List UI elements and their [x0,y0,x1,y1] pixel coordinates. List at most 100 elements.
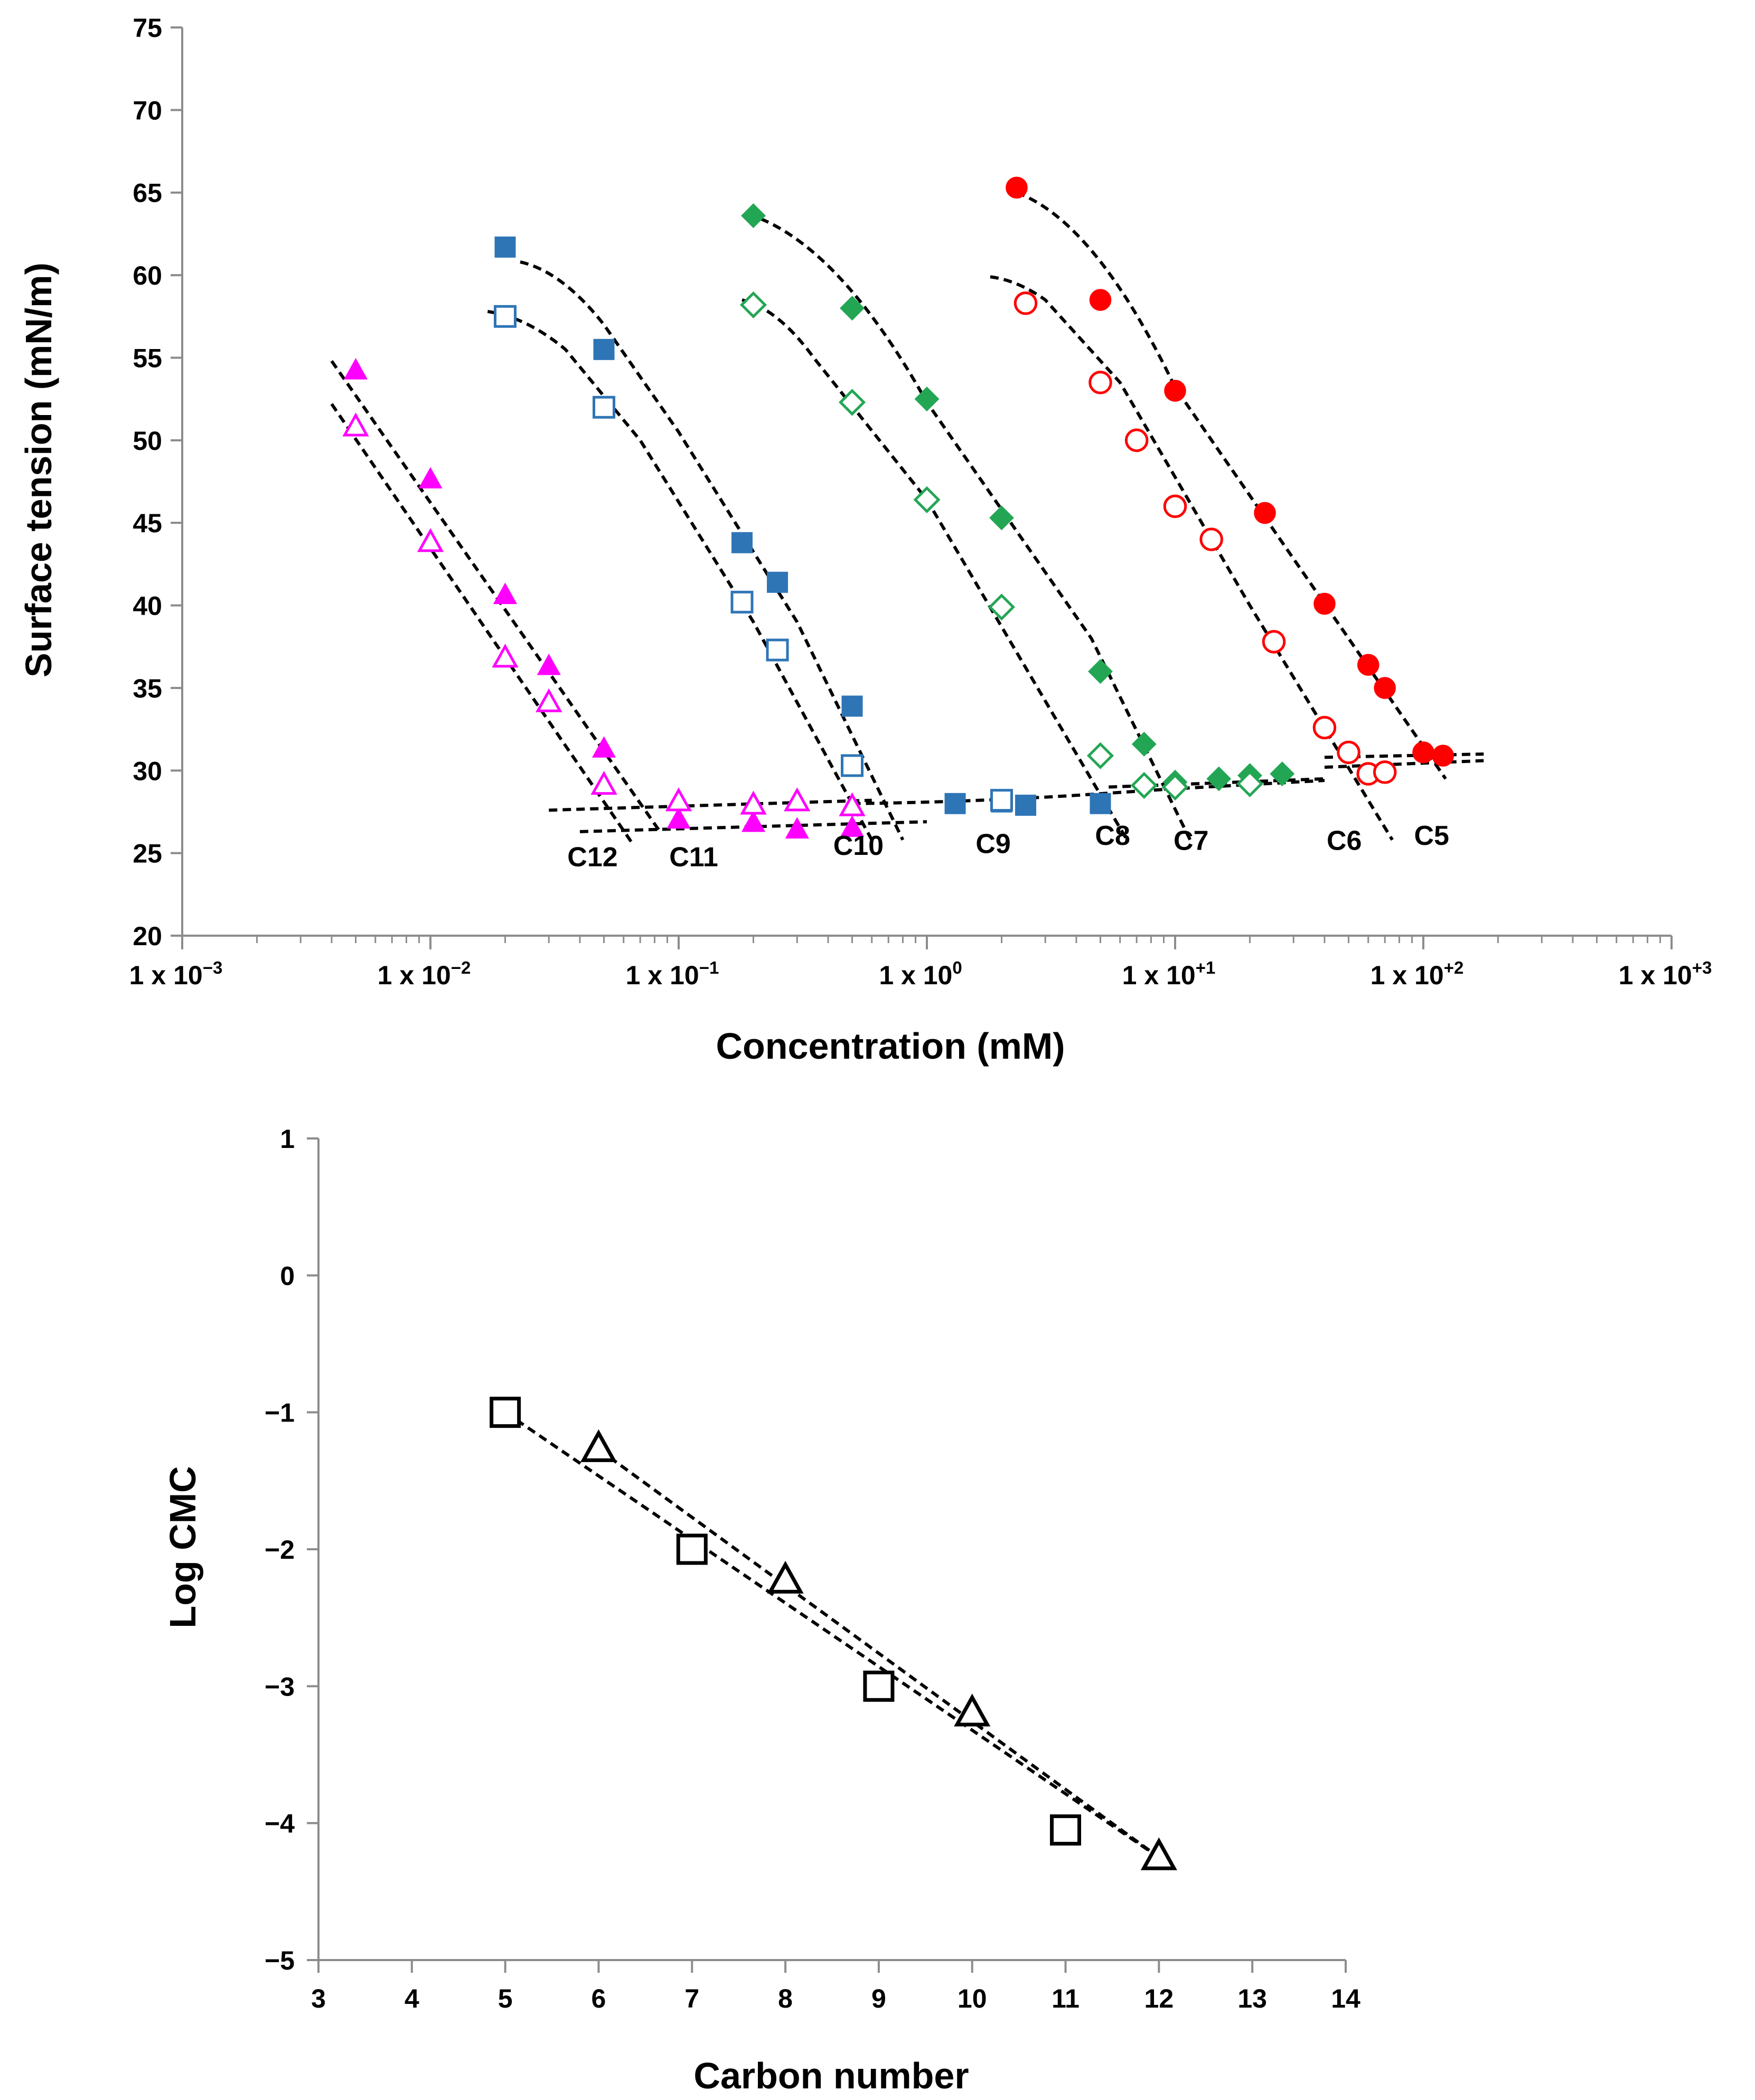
x-tick-label: 6 [592,1984,606,2013]
x-tick-label: 1 x 10+3 [1619,958,1712,990]
data-point [493,582,518,604]
data-point [741,810,766,832]
data-point [740,790,767,815]
bottom-chart-fit-lines [504,1411,1160,1859]
data-point [593,395,616,419]
y-tick-label: 75 [133,13,162,43]
data-point [494,236,516,258]
data-point [914,387,940,412]
data-point [1086,742,1114,769]
data-point [1130,771,1158,799]
data-point [839,792,866,816]
x-axis-title: Concentration (mM) [716,1025,1065,1067]
x-tick-label: 8 [778,1984,793,2013]
data-point [593,338,615,360]
data-point [730,590,754,614]
data-point [418,467,443,489]
y-axis-title: Surface tension (mN/m) [18,262,59,677]
data-point [1164,380,1186,402]
y-tick-label: 0 [280,1261,295,1291]
data-point [1412,741,1434,764]
data-point [1254,502,1276,524]
x-tick-label: 1 x 10+2 [1371,958,1464,990]
x-tick-label: 10 [958,1984,987,2013]
data-point [490,1397,521,1428]
x-tick-label: 9 [871,1984,886,2013]
y-tick-label: 1 [280,1124,295,1154]
data-point [1373,760,1397,784]
fit-line [1016,191,1447,780]
y-tick-label: 35 [133,674,162,703]
bottom-chart-points [490,1397,1177,1870]
x-tick-label: 11 [1052,1984,1080,2013]
data-point [841,695,863,717]
y-tick-label: −3 [265,1672,295,1701]
data-point [741,203,766,228]
data-point [342,412,369,437]
data-point [537,653,561,675]
data-point [1013,291,1038,315]
data-point [1090,793,1111,814]
data-point [840,296,865,321]
data-point [766,638,789,662]
data-point [1124,428,1149,453]
x-tick-label: 12 [1144,1984,1174,2013]
data-point [1199,528,1223,551]
data-point [838,389,866,416]
data-point [785,817,809,839]
data-point [1374,677,1396,699]
data-point [1015,794,1037,816]
data-point [1140,1837,1177,1870]
data-point [1089,289,1112,311]
series-label: C12 [567,842,617,873]
data-point [1262,630,1286,654]
data-point [1432,745,1454,767]
data-point [731,532,753,553]
x-tick-label: 1 x 10−2 [378,958,471,990]
x-tick-label: 7 [684,1984,699,2013]
data-point [767,571,789,593]
y-tick-label: 20 [133,921,162,951]
series-label: C6 [1327,825,1362,856]
series-label: C11 [669,842,718,873]
fit-line [504,1411,1160,1859]
data-point [1161,773,1189,801]
data-point [417,528,444,552]
y-tick-label: 60 [133,261,162,290]
data-point [840,815,865,837]
data-point [493,305,517,328]
series-label: C7 [1174,825,1208,856]
data-point [989,505,1014,531]
fit-line [549,798,872,812]
data-point [676,1533,708,1565]
data-point [590,770,617,795]
data-point [1050,1814,1082,1846]
y-tick-label: 50 [133,426,162,456]
x-axis-title-carbon: Carbon number [693,2055,969,2096]
data-point [343,358,368,380]
data-point [580,1429,617,1462]
data-point [1088,371,1112,394]
top-chart-points [342,176,1454,839]
data-point [988,594,1016,621]
x-tick-label: 1 x 10−1 [626,958,719,990]
y-tick-label: −1 [265,1398,295,1428]
fit-line [330,403,634,844]
series-label: C9 [975,829,1010,860]
fit-line [597,1448,1160,1859]
data-point [592,736,616,758]
y-tick-label: 45 [133,508,162,538]
data-point [1337,740,1360,765]
fit-line [1109,777,1325,789]
data-point [1163,494,1187,519]
data-point [1313,592,1336,615]
y-tick-label: 70 [133,96,162,125]
x-tick-label: 14 [1331,1984,1360,2013]
data-point [784,787,811,812]
data-point [739,291,767,318]
top-chart-tick-labels: 20 25 30 35 40 45 50 55 60 65 70 75 1 x 10−3 1 x 10−2… [129,13,1712,990]
bottom-chart-axes [307,1137,1347,1973]
y-tick-label: −5 [265,1946,295,1975]
